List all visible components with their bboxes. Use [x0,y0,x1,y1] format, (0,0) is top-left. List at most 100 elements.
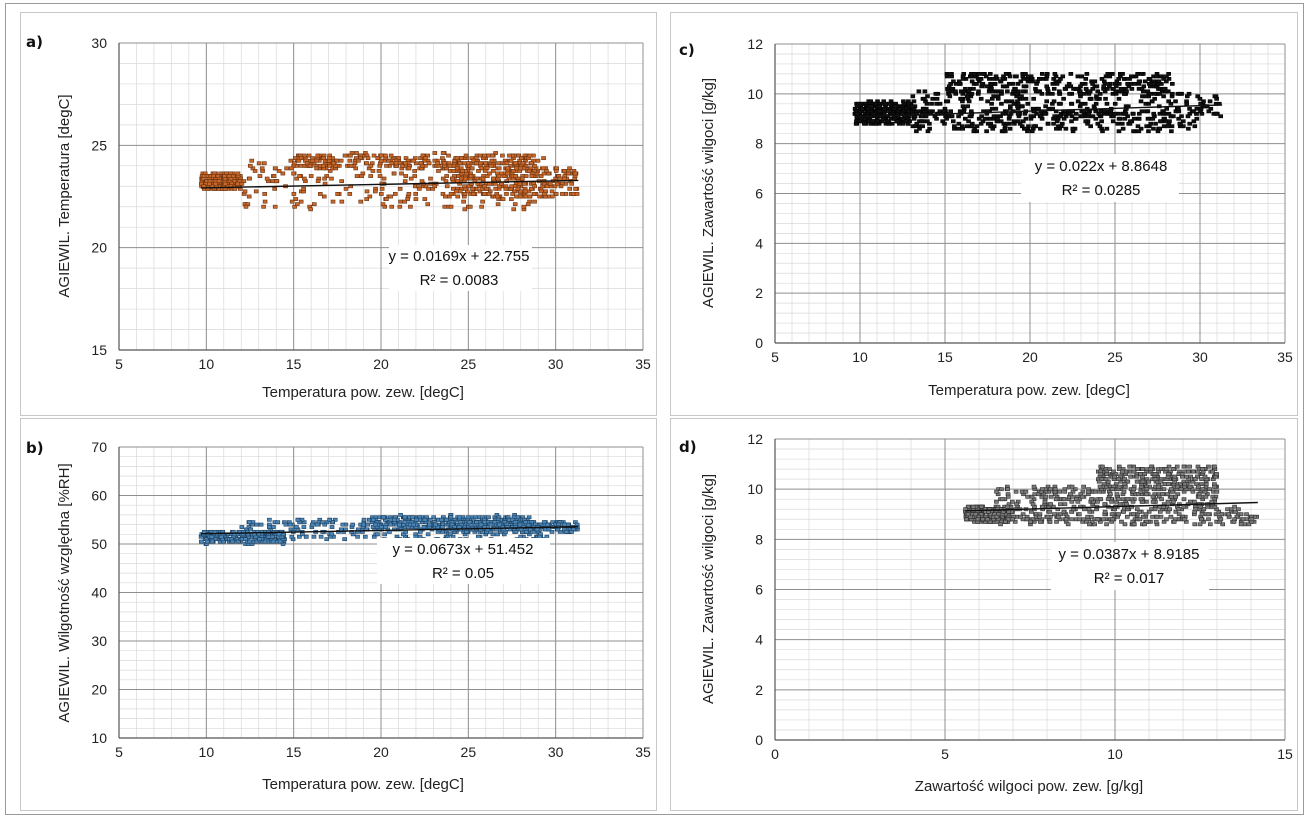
panel-a-label: a) [26,33,43,51]
data-point [471,192,476,196]
data-point [271,174,277,178]
data-point [937,101,943,106]
data-point [1069,499,1075,504]
data-point [509,197,514,201]
data-point [235,181,240,186]
data-point [1198,482,1204,487]
data-point [388,153,394,158]
data-point [1170,91,1175,96]
data-point [1052,487,1058,492]
data-point [1042,111,1047,116]
x-tick-label: 10 [199,744,215,760]
data-point [379,192,384,196]
data-point [1003,99,1009,104]
data-point [270,539,276,544]
data-point [1008,111,1014,116]
data-point [405,197,410,201]
x-axis-title: Zawartość wilgoci pow. zew. [g/kg] [915,778,1143,795]
data-point [398,199,403,204]
data-point [544,534,550,539]
data-point [428,176,433,181]
x-axis-title: Temperatura pow. zew. [degC] [262,384,464,401]
data-point [329,532,335,537]
data-point [523,520,529,525]
r-squared-label: R² = 0.0083 [420,272,499,289]
data-point [420,153,426,158]
data-point [427,522,432,527]
data-point [995,96,1001,101]
data-point [384,197,389,201]
data-point [490,169,496,173]
data-point [448,515,454,520]
data-point [1082,101,1088,106]
data-point [999,101,1004,106]
data-point [1167,119,1172,124]
data-point [321,156,326,161]
data-point [462,176,468,181]
data-point [1161,116,1167,121]
data-point [1052,114,1057,119]
data-point [978,512,984,517]
data-point [985,99,990,104]
data-point [1090,114,1096,119]
data-point [1092,489,1098,494]
data-point [213,181,218,186]
data-point [1137,509,1142,514]
data-point [329,176,334,181]
data-point [248,527,254,532]
data-point [1142,79,1148,84]
data-point [462,184,467,189]
data-point [1108,492,1113,497]
data-point [246,194,252,199]
r-squared-label: R² = 0.017 [1094,570,1164,587]
data-point [947,94,953,99]
data-point [480,199,485,204]
data-point [1031,96,1036,101]
data-point [1127,464,1132,469]
x-tick-label: 5 [115,744,123,760]
data-point [462,192,468,196]
data-point [1125,479,1131,484]
data-point [247,520,252,525]
equation-box [377,538,550,584]
data-point [534,527,540,532]
data-point [451,186,456,191]
data-point [1157,509,1163,514]
data-point [535,158,541,163]
equation-box [389,245,532,291]
data-point [339,199,345,204]
data-point [970,504,976,509]
data-point [1005,494,1011,499]
data-point [1061,497,1067,502]
data-point [377,174,383,178]
data-point [215,174,221,178]
data-point [1037,519,1043,524]
y-tick-label: 4 [755,235,763,251]
panel-b: b) 5 10 15 20 25 30 35 10 20 30 40 50 60 70 y = 0.0673… [20,418,657,811]
data-point [435,161,440,166]
data-point [442,161,447,166]
data-point [422,197,428,201]
chart-d-svg: 0 5 10 15 0 2 4 6 8 10 12 y = 0.0387x + 8.9185 R² = … [700,431,1293,795]
data-point [1178,487,1184,492]
y-tick-label: 60 [91,488,107,504]
data-point [1075,99,1081,104]
data-point [1088,124,1093,129]
data-point [1104,126,1110,131]
data-point [1026,124,1031,129]
data-point [1100,464,1105,469]
data-point [1025,74,1031,79]
data-point [1192,124,1198,129]
data-point [514,166,519,171]
data-point [975,517,981,522]
data-point [906,101,912,106]
data-point [1111,469,1116,474]
y-tick-label: 10 [747,481,763,497]
data-point [327,163,333,168]
data-point [372,522,378,527]
data-point [1069,484,1075,489]
x-tick-label: 20 [373,356,389,372]
data-point [1181,504,1187,509]
data-point [1003,71,1009,76]
data-point [412,174,418,178]
